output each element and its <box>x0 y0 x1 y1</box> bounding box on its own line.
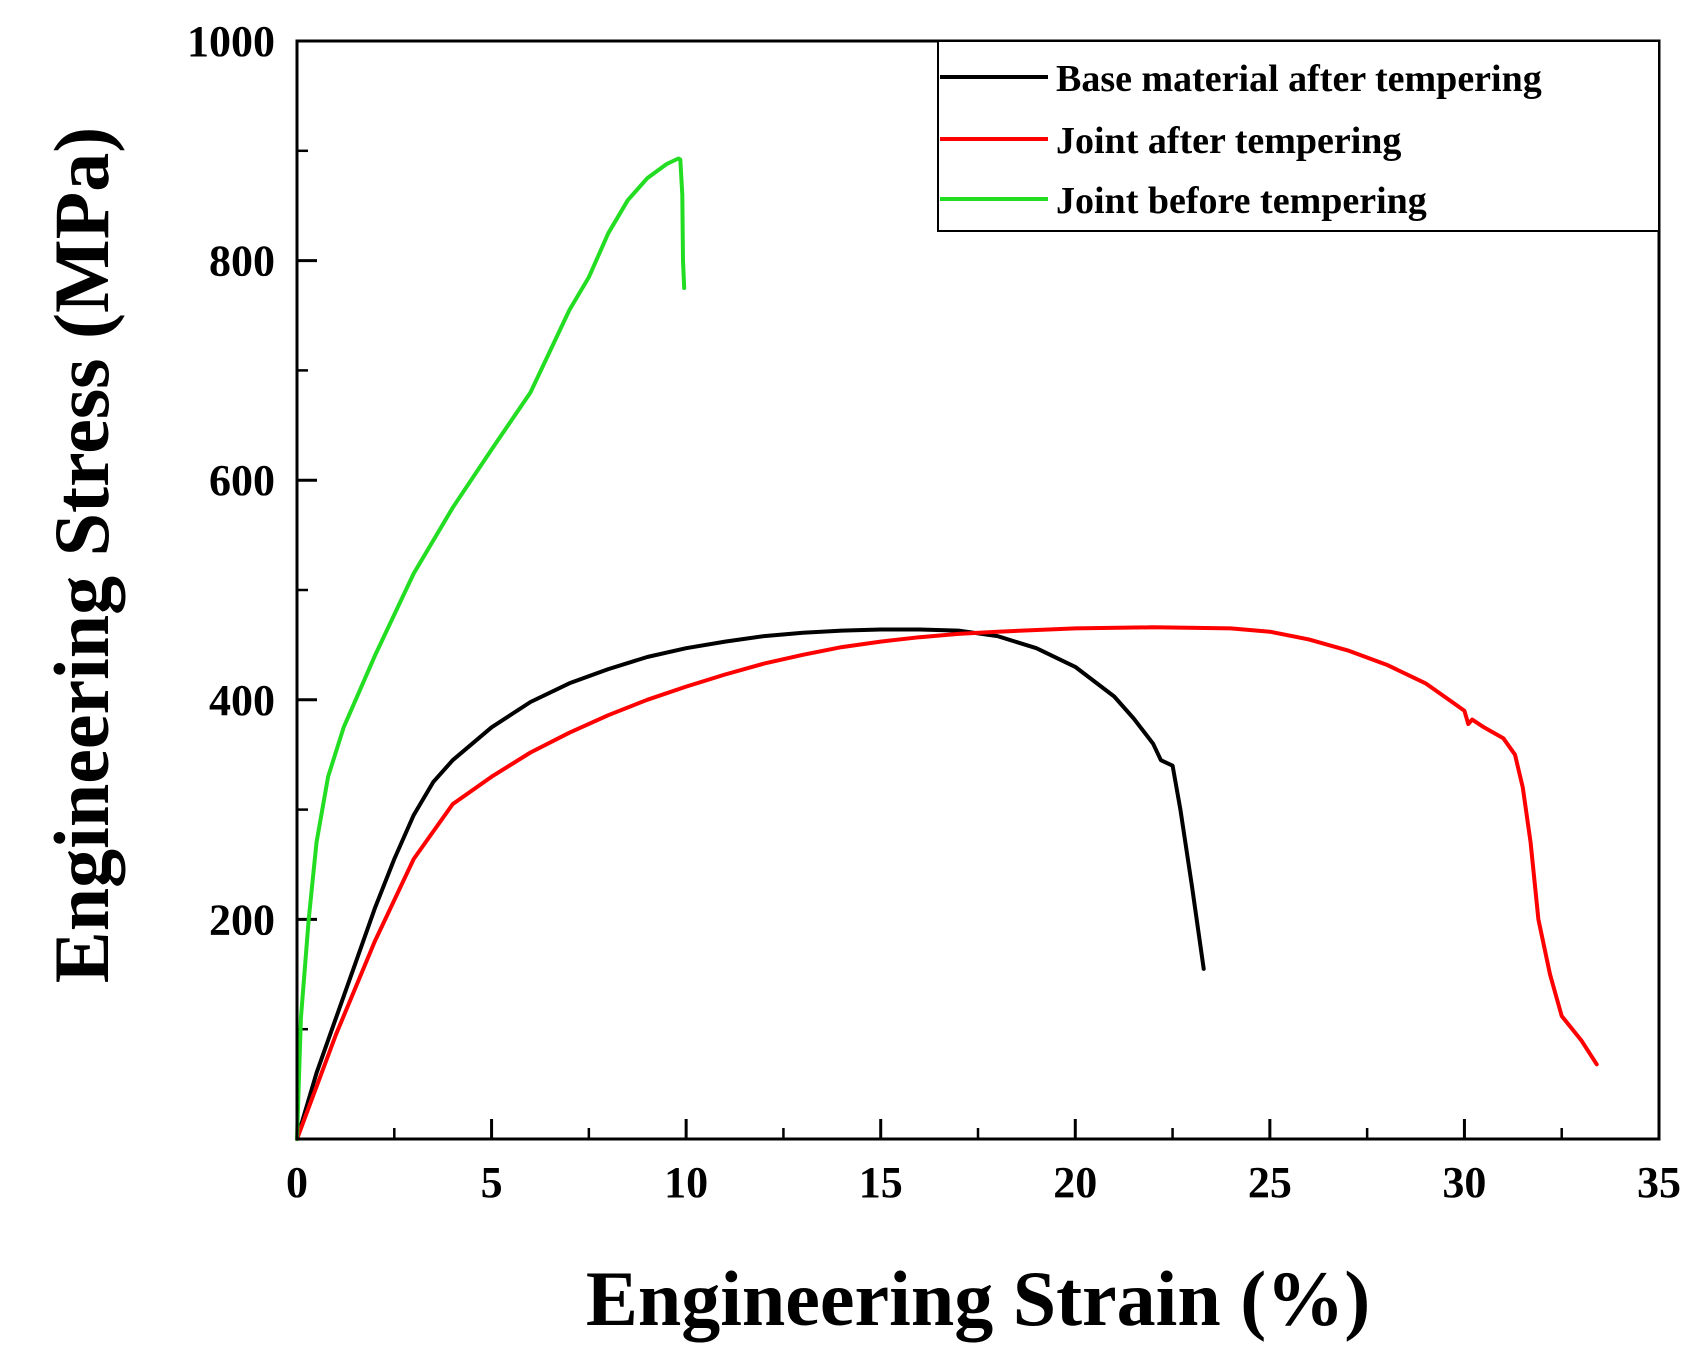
x-axis-title: Engineering Strain (%) <box>586 1255 1370 1342</box>
x-tick-labels: 0 5 10 15 20 25 30 35 <box>286 1158 1681 1207</box>
x-tick-label: 10 <box>664 1158 708 1207</box>
x-tick-label: 0 <box>286 1158 308 1207</box>
y-tick-labels: 200 400 600 800 1000 <box>187 17 275 944</box>
series-line-0 <box>295 627 1206 1141</box>
legend: Base material after tempering Joint afte… <box>937 40 1660 232</box>
y-tick-label: 600 <box>209 456 275 505</box>
x-tick-label: 30 <box>1442 1158 1486 1207</box>
y-tick-label: 400 <box>209 676 275 725</box>
legend-box <box>937 40 1660 232</box>
x-tick-label: 25 <box>1248 1158 1292 1207</box>
x-tick-label: 15 <box>859 1158 903 1207</box>
series-lines <box>295 156 1599 1141</box>
legend-label-joint-after: Joint after tempering <box>1056 120 1401 162</box>
series-line-1 <box>295 625 1599 1141</box>
x-tick-label: 35 <box>1637 1158 1681 1207</box>
y-tick-label: 1000 <box>187 17 275 66</box>
y-tick-label: 200 <box>209 895 275 944</box>
y-axis-title: Engineering Stress (MPa) <box>38 127 125 983</box>
y-tick-label: 800 <box>209 237 275 286</box>
x-tick-label: 5 <box>481 1158 503 1207</box>
series-line-2 <box>295 156 687 1141</box>
legend-label-joint-before: Joint before tempering <box>1056 180 1427 222</box>
x-tick-label: 20 <box>1053 1158 1097 1207</box>
legend-label-base-material: Base material after tempering <box>1056 58 1542 100</box>
